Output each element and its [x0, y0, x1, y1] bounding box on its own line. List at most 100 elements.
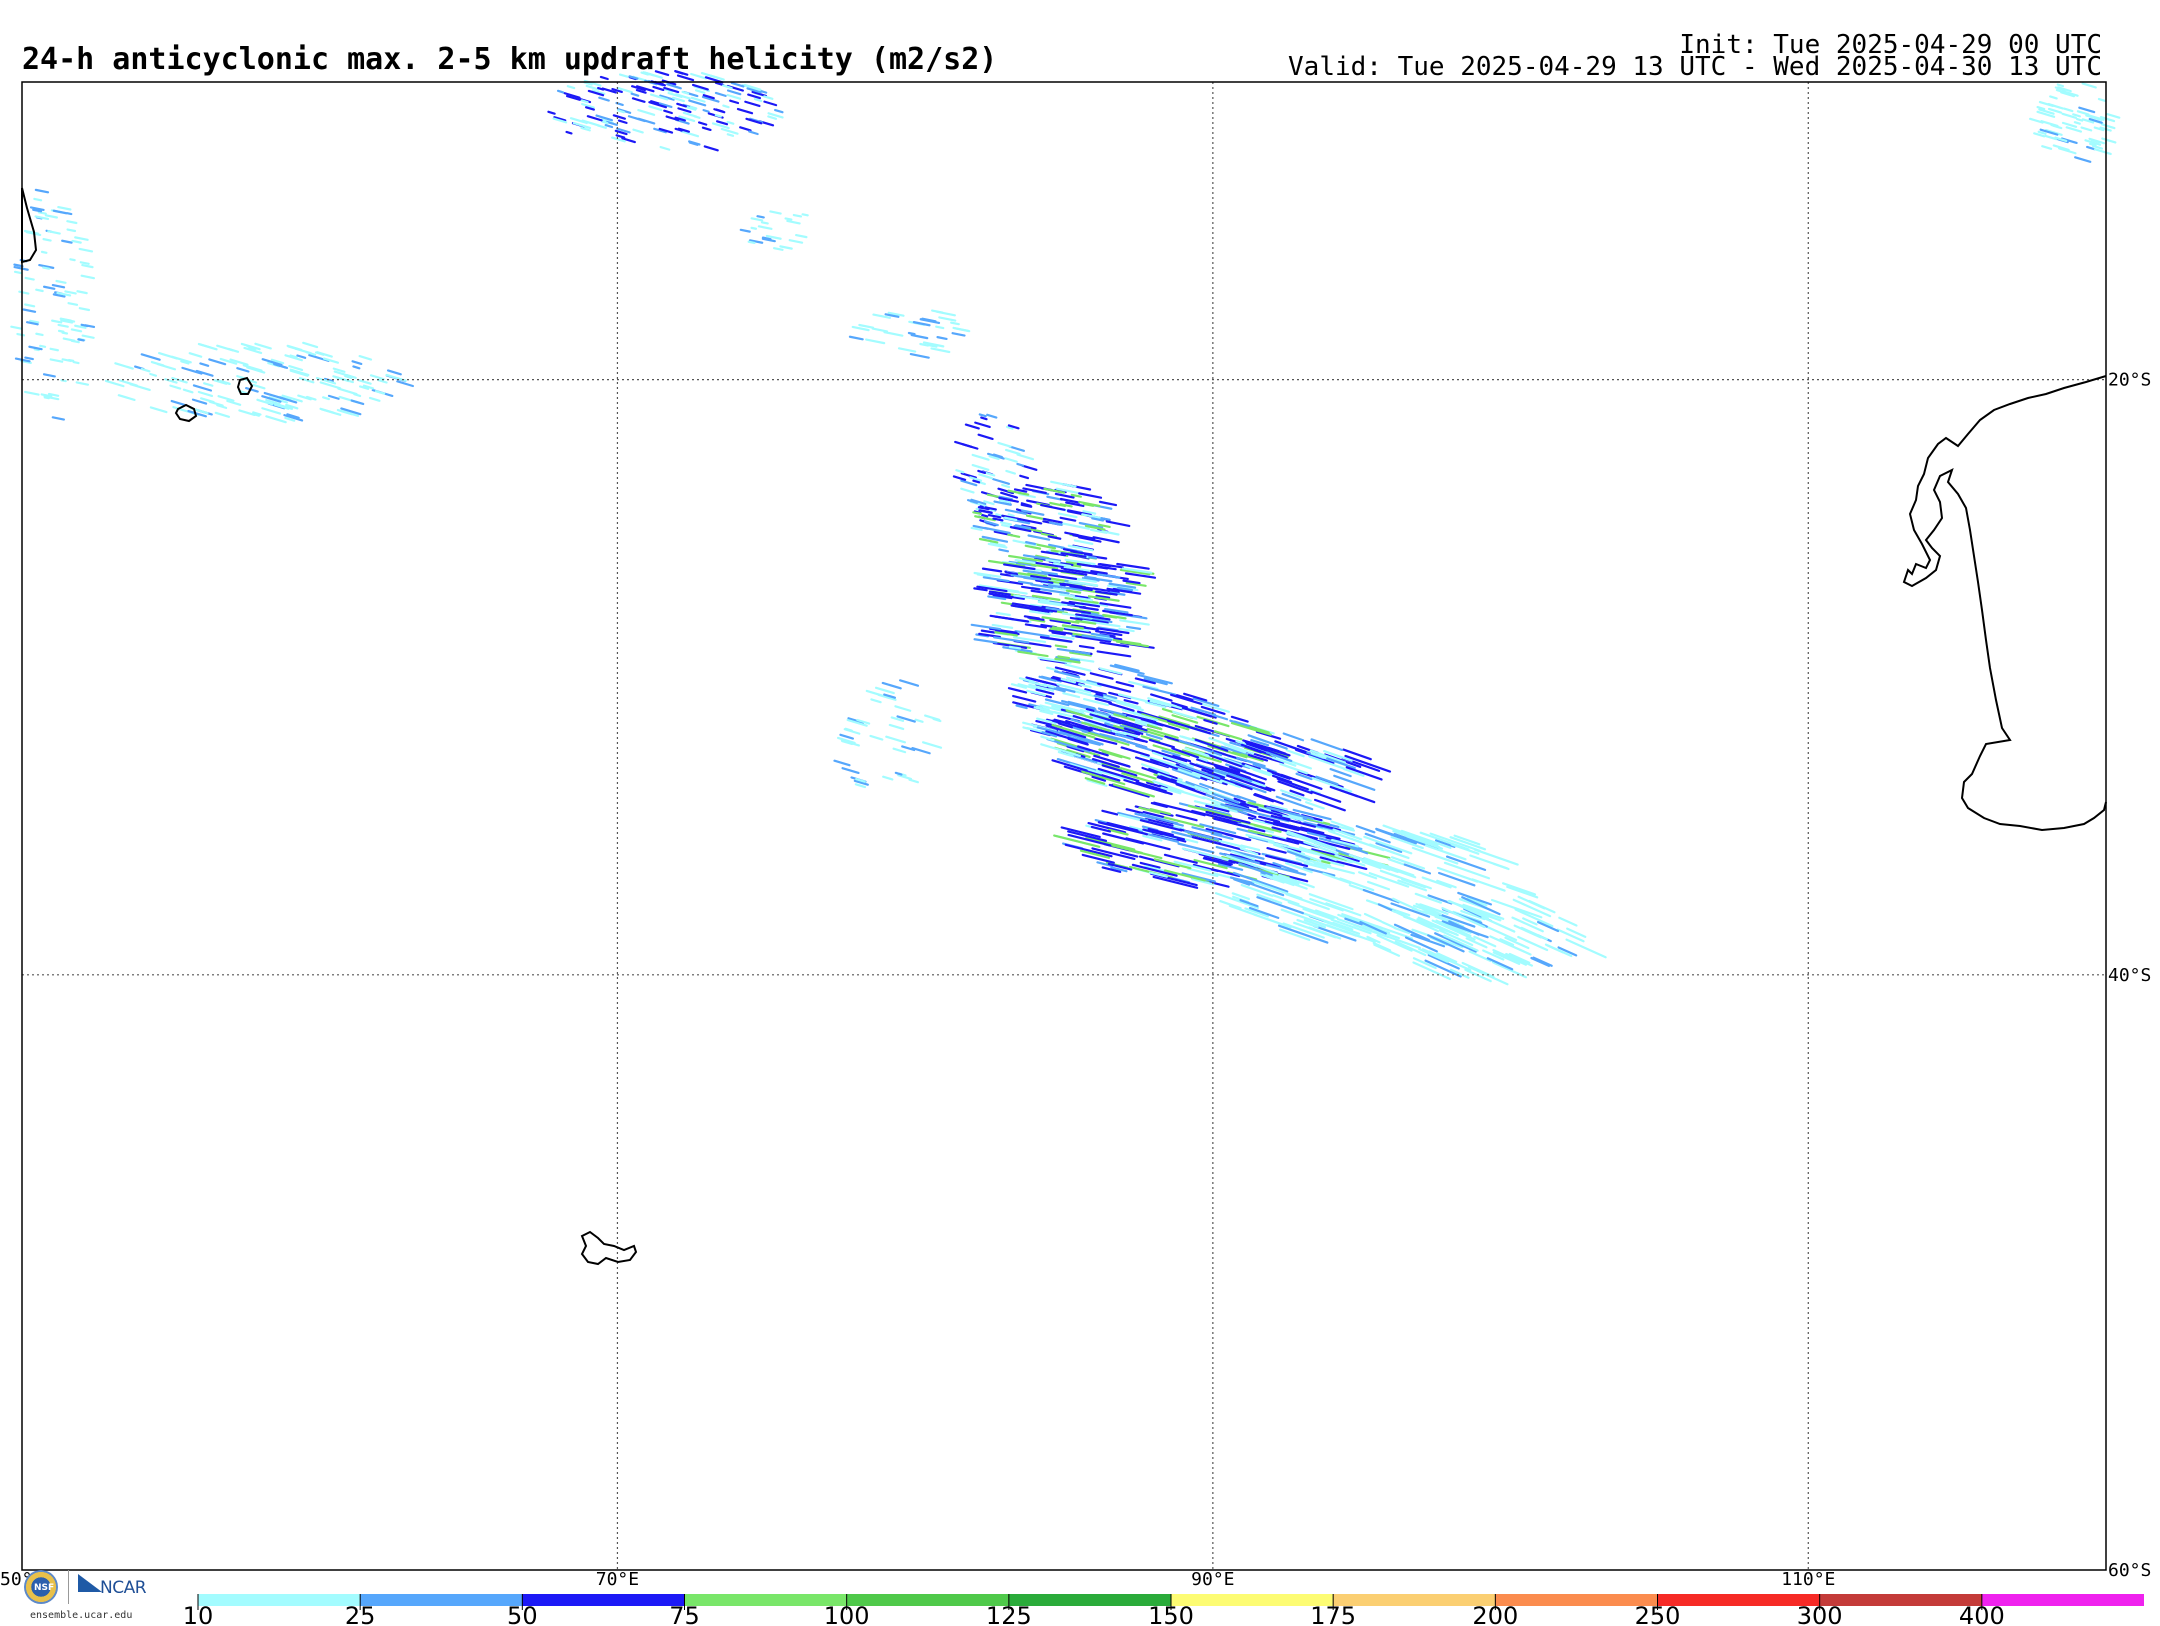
helicity-streak — [1250, 739, 1270, 747]
helicity-streak — [197, 390, 214, 398]
helicity-streak — [140, 367, 151, 373]
helicity-streak — [841, 739, 854, 746]
helicity-streak — [1305, 801, 1325, 810]
helicity-streak — [32, 208, 43, 213]
helicity-streak — [1248, 906, 1280, 919]
helicity-streak — [1220, 745, 1242, 754]
helicity-streak — [1302, 907, 1334, 921]
helicity-streak — [37, 211, 47, 215]
helicity-streak — [1036, 717, 1058, 725]
helicity-streak — [1091, 619, 1109, 624]
helicity-streak — [1007, 424, 1020, 430]
helicity-streak — [1062, 692, 1081, 699]
helicity-streak — [1055, 686, 1076, 693]
helicity-streak — [289, 354, 298, 359]
helicity-streak — [1329, 785, 1359, 798]
helicity-streak — [213, 379, 228, 385]
helicity-streak — [1056, 758, 1097, 772]
helicity-streak — [1060, 552, 1087, 558]
helicity-streak — [1101, 762, 1123, 771]
helicity-streak — [1210, 832, 1234, 841]
helicity-streak — [1014, 630, 1050, 638]
helicity-streak — [1199, 806, 1231, 816]
helicity-streak — [56, 291, 72, 297]
helicity-streak — [1375, 924, 1414, 940]
lat-label: 40°S — [2108, 965, 2151, 986]
helicity-streak — [340, 409, 360, 417]
helicity-streak — [1092, 768, 1134, 783]
helicity-streak — [1048, 543, 1065, 549]
helicity-streak — [694, 89, 706, 94]
helicity-streak — [1366, 860, 1389, 870]
helicity-streak — [1163, 869, 1206, 882]
helicity-streak — [1418, 903, 1443, 916]
helicity-streak — [13, 266, 29, 271]
helicity-streak — [980, 416, 988, 421]
helicity-streak — [1181, 706, 1213, 718]
helicity-streak — [1097, 707, 1127, 717]
helicity-streak — [1286, 830, 1337, 850]
helicity-streak — [1468, 898, 1488, 907]
helicity-streak — [677, 127, 691, 133]
helicity-streak — [1303, 919, 1327, 929]
helicity-streak — [302, 341, 319, 349]
colorbar-tick-label: 25 — [345, 1602, 376, 1626]
helicity-streak — [792, 213, 803, 218]
lon-label: 70°E — [596, 1569, 639, 1590]
helicity-streak — [42, 266, 51, 270]
helicity-streak — [1125, 734, 1148, 743]
helicity-streak — [1067, 833, 1112, 847]
helicity-streak — [1326, 757, 1356, 770]
helicity-streak — [1309, 918, 1357, 937]
helicity-streak — [1370, 860, 1417, 879]
helicity-streak — [974, 421, 991, 429]
helicity-streak — [1121, 772, 1154, 784]
helicity-streak — [1070, 657, 1095, 663]
helicity-streak — [1277, 824, 1300, 832]
helicity-streak — [856, 718, 871, 725]
helicity-streak — [1049, 634, 1075, 640]
helicity-streak — [1000, 523, 1012, 528]
helicity-streak — [1056, 647, 1091, 655]
helicity-streak — [977, 433, 994, 440]
helicity-streak — [1070, 550, 1093, 556]
helicity-streak — [1556, 928, 1585, 943]
helicity-streak — [1035, 561, 1064, 569]
helicity-streak — [396, 380, 414, 388]
helicity-streak — [753, 98, 763, 103]
helicity-streak — [654, 70, 670, 77]
helicity-streak — [614, 129, 628, 136]
helicity-streak — [1081, 611, 1105, 618]
helicity-streak — [978, 632, 1002, 639]
helicity-streak — [1005, 448, 1021, 456]
helicity-streak — [1084, 524, 1106, 531]
helicity-streak — [1054, 666, 1086, 676]
helicity-streak — [2038, 100, 2054, 107]
helicity-streak — [216, 344, 234, 352]
helicity-streak — [736, 107, 754, 115]
helicity-streak — [678, 115, 696, 123]
helicity-streak — [988, 627, 1018, 634]
helicity-streak — [1176, 766, 1195, 775]
helicity-streak — [1493, 962, 1528, 979]
helicity-streak — [1026, 689, 1046, 697]
helicity-streak — [1181, 847, 1234, 863]
helicity-streak — [2038, 108, 2055, 115]
helicity-streak — [2065, 126, 2083, 133]
helicity-streak — [1003, 516, 1018, 522]
helicity-streak — [1414, 892, 1443, 904]
helicity-streak — [1017, 650, 1049, 658]
helicity-streak — [839, 733, 855, 740]
helicity-streak — [1530, 956, 1551, 968]
helicity-streak — [77, 338, 85, 342]
helicity-streak — [43, 395, 60, 401]
helicity-streak — [1038, 675, 1057, 682]
helicity-streak — [1073, 524, 1090, 530]
helicity-streak — [1057, 750, 1074, 758]
helicity-streak — [1473, 848, 1519, 866]
helicity-streak — [998, 548, 1010, 553]
helicity-streak — [1140, 713, 1174, 725]
map-title: 24-h anticyclonic max. 2-5 km updraft he… — [22, 42, 998, 77]
helicity-streak — [1229, 779, 1267, 794]
helicity-streak — [1256, 896, 1304, 915]
